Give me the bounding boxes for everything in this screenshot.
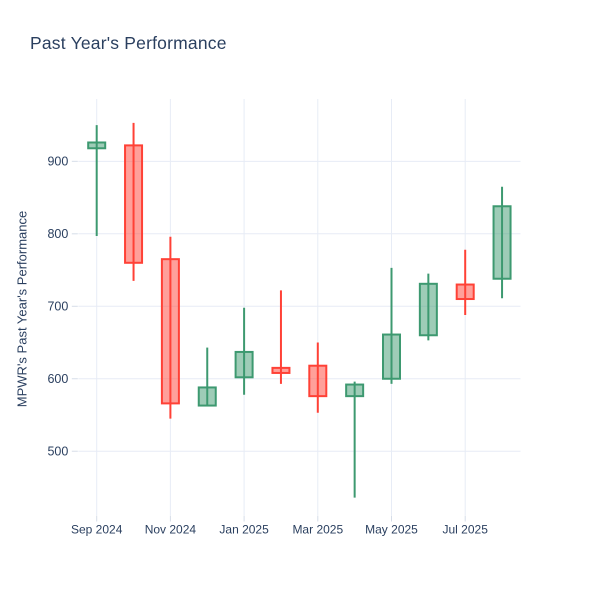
candle-body	[271, 366, 291, 374]
candle-body	[345, 383, 365, 398]
candle-increasing	[234, 307, 254, 395]
candle-body	[234, 350, 254, 379]
candle-increasing	[345, 381, 365, 498]
candle-decreasing	[455, 249, 475, 315]
candle-body	[124, 144, 144, 264]
y-tick-label: 800	[47, 227, 68, 241]
candle-body	[492, 205, 512, 280]
candle-decreasing	[160, 236, 180, 419]
x-tick-label: Jul 2025	[443, 523, 489, 537]
candle-body	[197, 386, 217, 407]
chart-title: Past Year's Performance	[30, 33, 227, 53]
candle-body	[455, 283, 475, 301]
candle-decreasing	[308, 342, 328, 413]
x-tick-label: Jan 2025	[219, 523, 269, 537]
x-tick-label: Nov 2024	[145, 523, 197, 537]
y-tick-label: 900	[47, 155, 68, 169]
y-tick-label: 500	[47, 445, 68, 459]
candle-body	[418, 282, 438, 337]
candle-decreasing	[271, 290, 291, 384]
candle-body	[382, 333, 401, 380]
candle-increasing	[87, 125, 107, 236]
candle-body	[160, 258, 180, 405]
candle-decreasing	[124, 122, 144, 281]
y-tick-label: 600	[47, 372, 68, 386]
x-tick-label: Sep 2024	[71, 523, 123, 537]
candle-increasing	[382, 267, 401, 384]
candle-increasing	[197, 347, 217, 407]
candle-body	[308, 364, 328, 398]
candle-increasing	[418, 273, 438, 341]
candle-increasing	[492, 186, 512, 299]
candle-body	[87, 141, 107, 150]
x-tick-label: May 2025	[365, 523, 418, 537]
y-tick-label: 700	[47, 300, 68, 314]
x-tick-label: Mar 2025	[292, 523, 343, 537]
